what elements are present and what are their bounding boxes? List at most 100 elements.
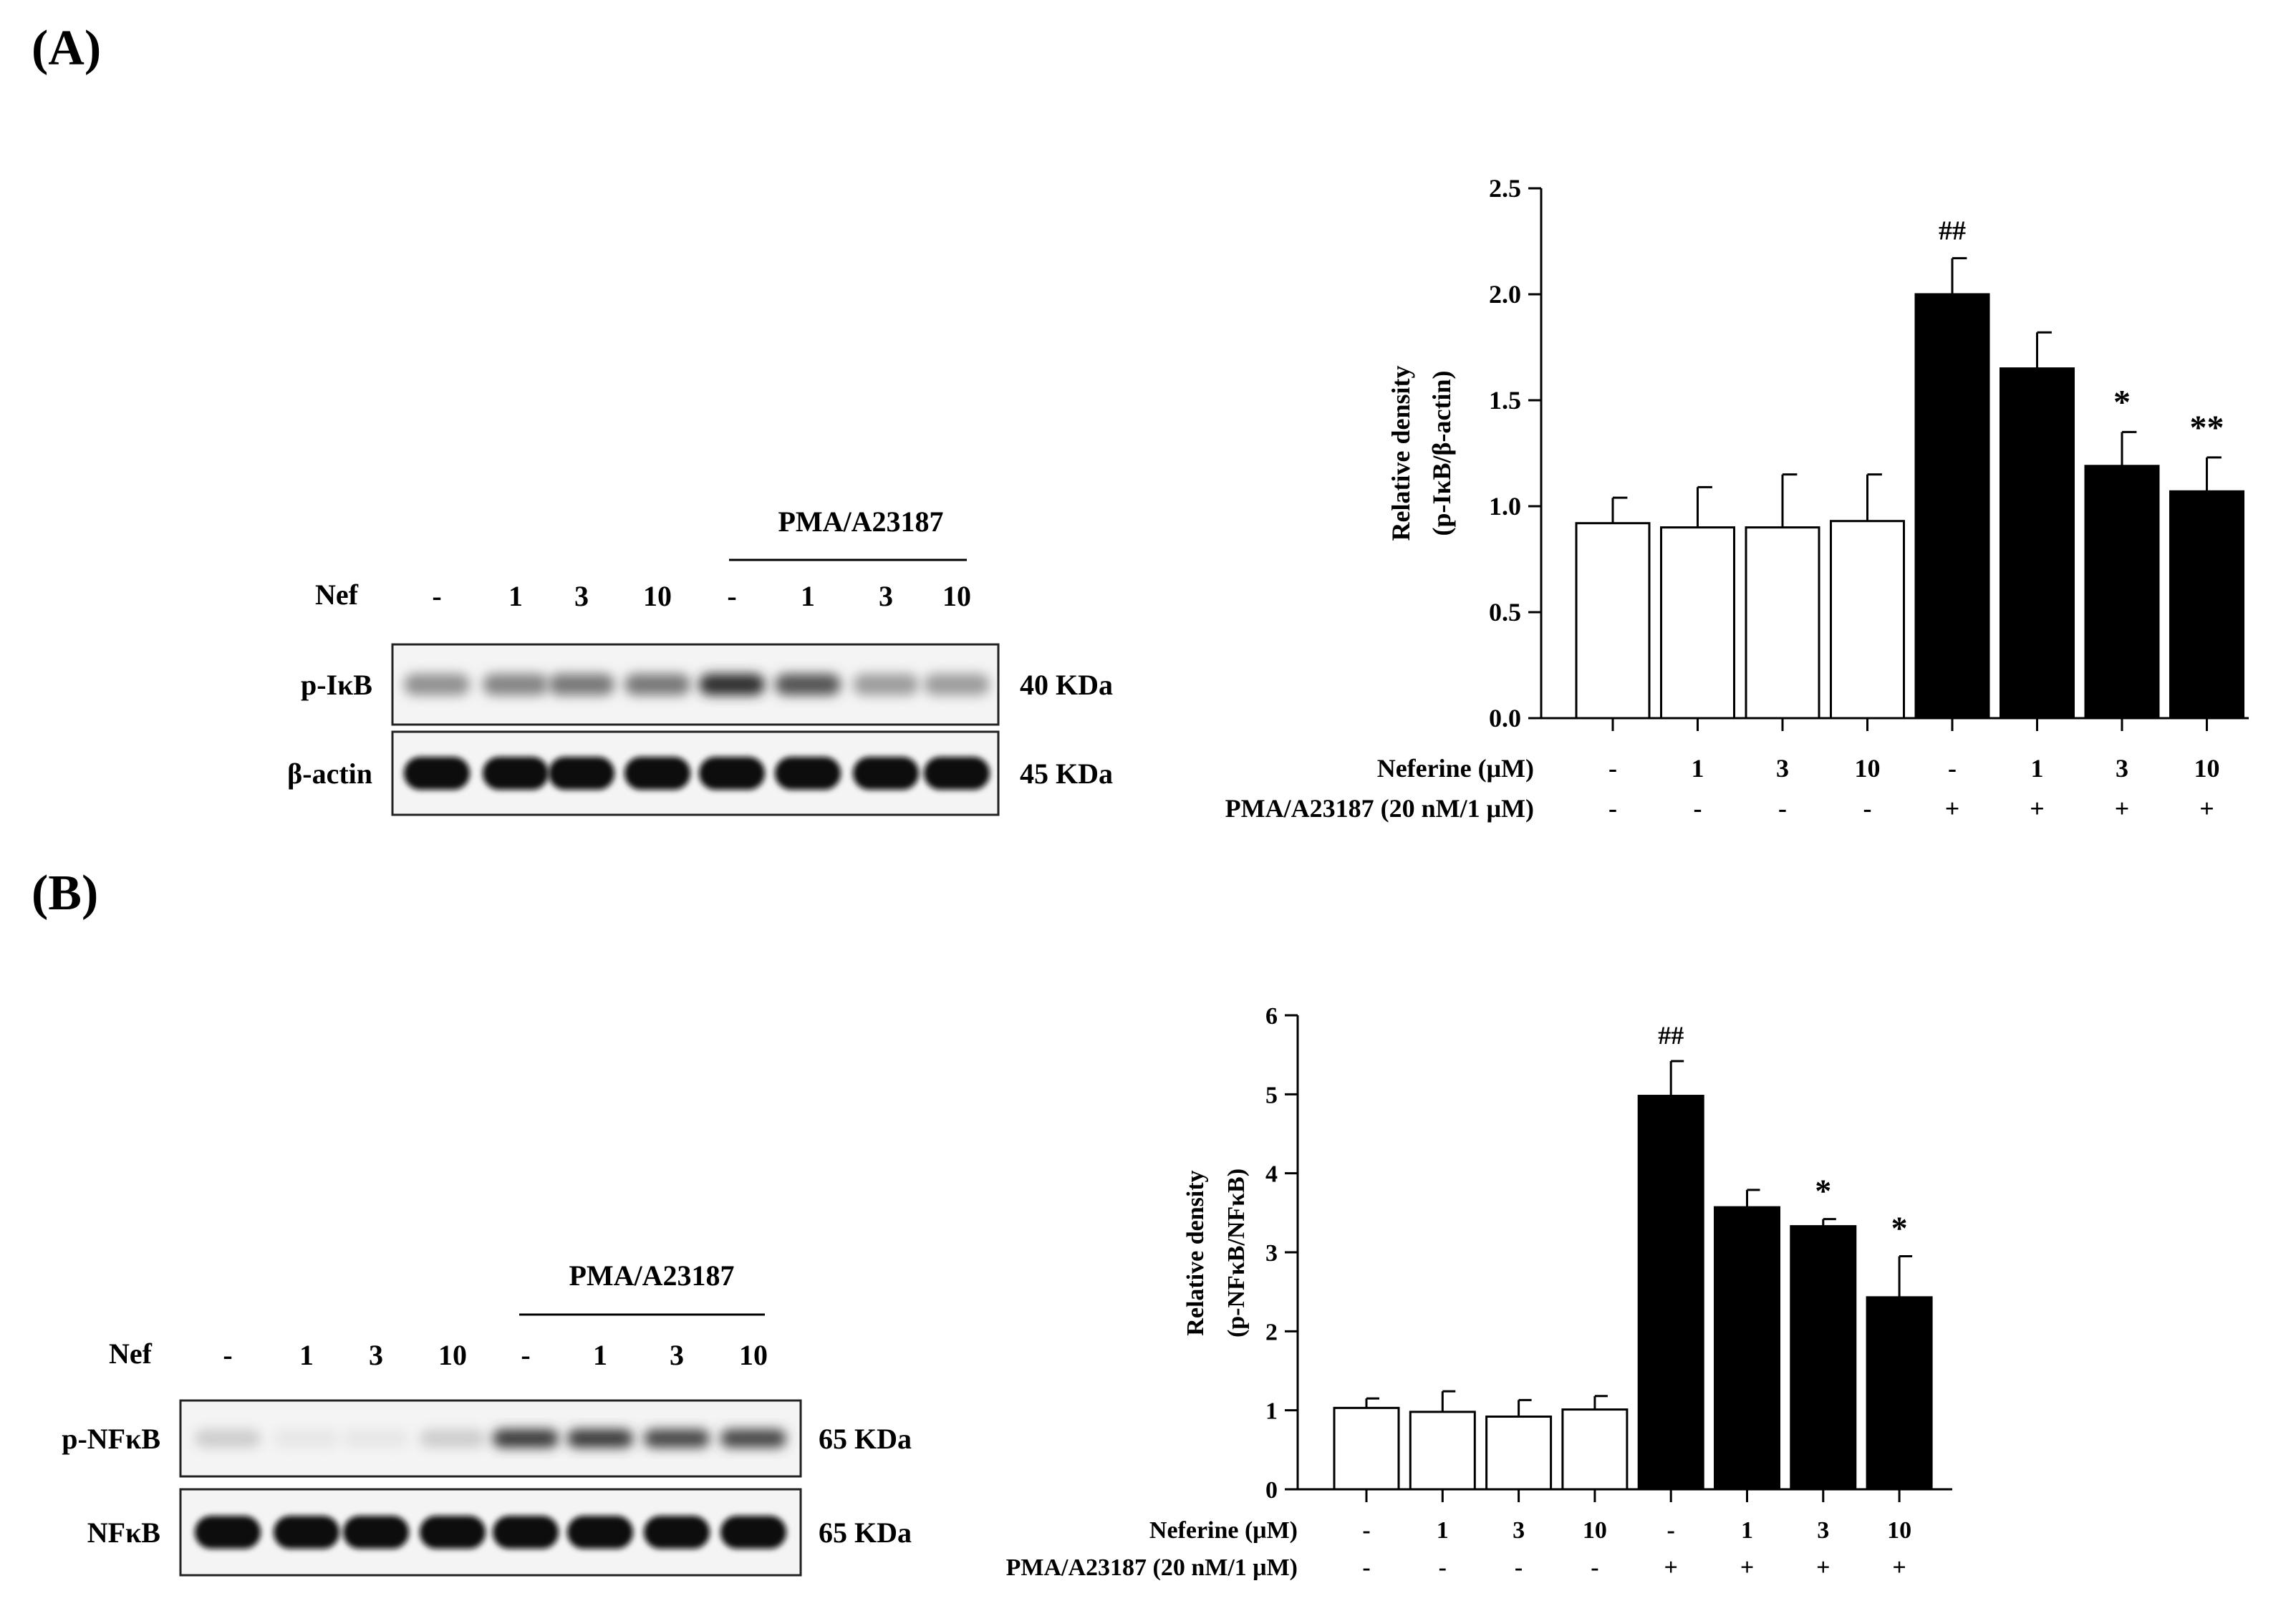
bar <box>1866 1296 1933 1491</box>
blot-lane-header: Nef <box>315 579 359 611</box>
blot-lane-label: 10 <box>643 580 672 612</box>
y-tick-label: 0.0 <box>1489 704 1521 732</box>
treatment-sign: + <box>1892 1554 1906 1581</box>
bar <box>1637 1095 1704 1491</box>
x-category-label: 10 <box>1855 754 1881 783</box>
x-category-label: - <box>1667 1517 1675 1544</box>
x-category-label: - <box>1608 754 1617 783</box>
blot-lane-label: 1 <box>299 1339 314 1371</box>
blot-band <box>493 1429 559 1448</box>
treatment-sign: + <box>1740 1554 1754 1581</box>
blot-band <box>853 757 919 790</box>
blot-band <box>699 674 765 695</box>
significance-hash: ## <box>1658 1021 1684 1050</box>
blot-band <box>644 1429 710 1448</box>
blot-lane-header: Nef <box>109 1337 153 1370</box>
x-category-label: 10 <box>1583 1517 1607 1544</box>
x-category-label: - <box>1362 1517 1370 1544</box>
significance-hash: ## <box>1939 216 1966 246</box>
treatment-sign: + <box>1664 1554 1678 1581</box>
treatment-sign: + <box>2030 794 2045 823</box>
blot-lane-label: 1 <box>801 580 815 612</box>
y-tick-label: 5 <box>1265 1082 1278 1108</box>
treatment-sign: + <box>2115 794 2130 823</box>
blot-band <box>404 674 470 695</box>
y-tick-label: 0 <box>1265 1477 1278 1504</box>
treatment-sign: - <box>1778 794 1787 823</box>
blot-size-label: 40 KDa <box>1020 669 1113 701</box>
bar <box>1714 1206 1780 1491</box>
blot-band <box>624 757 690 790</box>
blot-lane-label: 3 <box>574 580 589 612</box>
blot-band <box>343 1516 409 1549</box>
x-category-label: - <box>1948 754 1957 783</box>
blot-band <box>549 674 614 695</box>
treatment-sign: - <box>1439 1554 1447 1581</box>
x-row2-label: PMA/A23187 (20 nM/1 μM) <box>1225 794 1534 823</box>
blot-band <box>404 757 470 790</box>
blot-lane-label: 10 <box>942 580 971 612</box>
blot-row-label: p-NFκB <box>62 1423 160 1455</box>
blot-band <box>924 674 990 695</box>
blot-band <box>624 674 690 695</box>
x-category-label: 3 <box>2116 754 2128 783</box>
blot-lane-label: 3 <box>670 1339 684 1371</box>
treatment-sign: - <box>1863 794 1872 823</box>
x-category-label: 3 <box>1817 1517 1829 1544</box>
y-tick-label: 6 <box>1265 1003 1278 1030</box>
treatment-sign: - <box>1362 1554 1370 1581</box>
bar-chart-b: 0 1 2 3 4 5 6 Relative density (p-NFκB/NFκB) - - 1 -… <box>1006 1003 1952 1581</box>
x-category-label: 3 <box>1776 754 1789 783</box>
bar <box>1333 1406 1400 1491</box>
y-tick-label: 2 <box>1265 1319 1278 1345</box>
treatment-sign: - <box>1591 1554 1598 1581</box>
x-category-label: 1 <box>1692 754 1704 783</box>
x-category-label: 1 <box>1741 1517 1753 1544</box>
y-tick-label: 1 <box>1265 1398 1278 1425</box>
blot-lane-label: - <box>432 580 441 612</box>
blot-lane-label: 3 <box>879 580 893 612</box>
bar <box>2000 367 2075 720</box>
blot-band <box>420 1516 486 1549</box>
bar <box>1575 522 1651 720</box>
bar-chart-a: 0.0 0.5 1.0 1.5 2.0 2.5 Relative density (p-IκB… <box>1225 174 2249 823</box>
significance-star: * <box>1891 1210 1908 1247</box>
treatment-sign: - <box>1694 794 1702 823</box>
blot-band <box>343 1429 409 1448</box>
blot-band <box>274 1429 339 1448</box>
x-row1-label: Neferine (μM) <box>1149 1517 1298 1544</box>
treatment-sign: - <box>1608 794 1617 823</box>
blot-lane-label: - <box>223 1339 232 1371</box>
y-axis-label: Relative density <box>1182 1170 1209 1335</box>
panel-b-label: (B) <box>32 866 99 921</box>
y-tick-label: 1.0 <box>1489 492 1521 521</box>
blot-size-label: 45 KDa <box>1020 758 1113 790</box>
blot-row-label: NFκB <box>87 1516 160 1549</box>
y-tick-label: 1.5 <box>1489 386 1521 415</box>
blot-lane-label: - <box>521 1339 530 1371</box>
significance-star: ** <box>2190 409 2224 447</box>
blot-band <box>699 757 765 790</box>
y-axis-label: (p-NFκB/NFκB) <box>1223 1169 1250 1337</box>
blot-band <box>483 757 549 790</box>
x-category-label: 10 <box>2194 754 2220 783</box>
y-axis-label: Relative density <box>1386 366 1415 541</box>
blot-band <box>420 1429 486 1448</box>
blot-band <box>924 757 990 790</box>
blot-row-label: β-actin <box>287 758 372 790</box>
blot-band <box>549 757 614 790</box>
blot-lane-label: 10 <box>739 1339 768 1371</box>
blot-band <box>644 1516 710 1549</box>
x-row1-label: Neferine (μM) <box>1377 754 1534 783</box>
bar <box>1790 1225 1857 1491</box>
panel-a-label: (A) <box>32 21 102 76</box>
bar <box>1830 520 1905 720</box>
blot-lane-label: - <box>727 580 736 612</box>
blot-group-title: PMA/A23187 <box>778 505 943 538</box>
x-row2-label: PMA/A23187 (20 nM/1 μM) <box>1006 1554 1298 1581</box>
significance-star: * <box>2113 383 2131 421</box>
blot-lane-label: 1 <box>508 580 523 612</box>
x-category-label: 10 <box>1887 1517 1911 1544</box>
bar <box>1409 1411 1476 1491</box>
